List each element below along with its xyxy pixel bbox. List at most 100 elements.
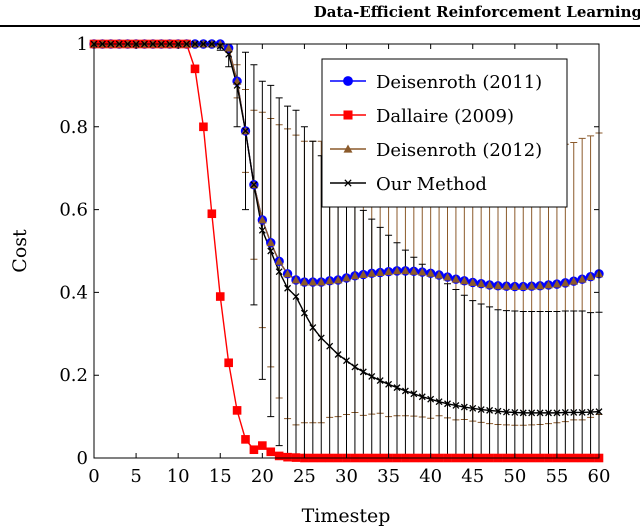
data-point-deisenroth-2012	[350, 271, 360, 280]
data-point-our-method	[359, 368, 367, 376]
y-tick-label: 1	[77, 34, 88, 55]
data-point-our-method	[570, 409, 578, 416]
data-point-deisenroth-2012	[460, 276, 469, 285]
legend: Deisenroth (2011) Dallaire (2009) Deisenro…	[321, 58, 568, 208]
x-tick-label: 10	[167, 466, 190, 487]
data-point-deisenroth-2012	[468, 278, 478, 286]
data-point-dallaire-2009	[207, 209, 217, 219]
data-point-deisenroth-2012	[586, 272, 595, 281]
data-point-our-method	[385, 380, 393, 388]
data-point-dallaire-2009	[190, 64, 200, 74]
data-point-deisenroth-2012	[577, 274, 587, 283]
data-point-our-method	[393, 384, 401, 392]
data-point-deisenroth-2012	[316, 277, 326, 286]
error-bar-our-method	[343, 190, 350, 459]
data-point-deisenroth-2012	[417, 267, 427, 276]
data-point-deisenroth-2012	[325, 276, 334, 285]
data-point-deisenroth-2012	[493, 281, 503, 290]
error-bar-our-method	[376, 226, 384, 459]
error-bar-our-method	[435, 276, 443, 459]
y-tick-label: 0.2	[59, 365, 88, 386]
data-point-our-method	[444, 400, 451, 408]
data-point-dallaire-2009	[215, 292, 225, 301]
data-point-our-method	[553, 409, 561, 417]
error-bar-our-method	[351, 200, 359, 459]
data-point-our-method	[536, 409, 544, 417]
data-point-our-method	[469, 404, 477, 412]
legend-marker-deisenroth-2011	[343, 76, 353, 86]
data-point-deisenroth-2012	[258, 215, 267, 224]
error-bar-our-method	[401, 249, 409, 459]
error-bar-our-method	[444, 283, 451, 459]
x-tick-label: 30	[335, 466, 358, 487]
x-tick-label: 25	[293, 466, 316, 487]
x-axis-label: Timestep	[302, 505, 391, 527]
error-bar-our-method	[452, 289, 460, 459]
x-tick-label: 55	[545, 466, 568, 487]
data-point-our-method	[561, 409, 569, 416]
data-point-our-method	[300, 309, 308, 317]
data-point-our-method	[284, 284, 292, 292]
data-point-deisenroth-2012	[367, 269, 377, 277]
error-bar-our-method	[587, 312, 595, 459]
data-point-our-method	[233, 81, 241, 89]
legend-marker-deisenroth-2012	[343, 144, 353, 153]
data-point-deisenroth-2012	[502, 281, 511, 290]
data-point-our-method	[587, 408, 595, 416]
error-bar-our-method	[300, 126, 308, 459]
data-point-deisenroth-2012	[569, 276, 579, 285]
data-point-deisenroth-2012	[224, 43, 233, 52]
x-tick-label: 45	[461, 466, 484, 487]
data-point-deisenroth-2012	[510, 282, 520, 291]
data-point-dallaire-2009	[232, 406, 242, 415]
data-point-our-method	[317, 334, 325, 342]
y-tick-label: 0.8	[59, 117, 88, 138]
data-point-dallaire-2009	[224, 358, 233, 368]
data-point-deisenroth-2012	[409, 266, 419, 275]
x-tick-label: 50	[503, 466, 526, 487]
x-tick-label: 40	[419, 466, 442, 487]
data-point-dallaire-2009	[249, 445, 259, 455]
y-tick-label: 0.6	[59, 200, 88, 221]
error-bar-our-method	[427, 270, 435, 459]
page-header: Data-Efficient Reinforcement Learning	[0, 0, 640, 28]
error-bar-our-method	[326, 167, 334, 459]
data-point-our-method	[258, 226, 266, 234]
error-bar-our-method	[502, 310, 510, 459]
data-point-deisenroth-2012	[451, 274, 461, 283]
x-tick-label: 0	[88, 466, 99, 487]
data-point-deisenroth-2012	[561, 278, 570, 287]
data-point-dallaire-2009	[199, 122, 208, 132]
page-title: Data-Efficient Reinforcement Learning	[313, 3, 640, 21]
data-point-our-method	[486, 406, 494, 414]
data-point-deisenroth-2012	[535, 281, 545, 290]
data-point-our-method	[502, 408, 510, 416]
data-point-our-method	[427, 395, 435, 403]
data-point-deisenroth-2012	[375, 268, 385, 276]
error-bar-our-method	[511, 310, 519, 459]
legend-marker-dallaire-2009	[343, 110, 353, 120]
y-axis-label: Cost	[9, 229, 31, 273]
data-point-deisenroth-2012	[443, 272, 452, 281]
error-bar-our-method	[519, 310, 527, 459]
x-tick-label: 20	[251, 466, 274, 487]
data-point-deisenroth-2012	[359, 270, 368, 279]
legend-label-dallaire-2009: Dallaire (2009)	[376, 106, 514, 127]
data-point-deisenroth-2012	[426, 269, 435, 277]
x-tick-label: 5	[130, 466, 141, 487]
error-bar-our-method	[469, 300, 477, 459]
axis-ticks: 0 5 10 15 20 25 30 35 40 45 50 55 60 0 0.2 0.4 0.6 0.8 1	[59, 34, 610, 487]
y-tick-label: 0.4	[59, 282, 88, 303]
data-point-deisenroth-2012	[300, 277, 309, 286]
data-point-our-method	[460, 403, 468, 411]
header-rule	[0, 25, 640, 27]
data-point-our-method	[545, 409, 552, 417]
legend-label-deisenroth-2012: Deisenroth (2012)	[376, 140, 542, 161]
data-point-deisenroth-2012	[266, 238, 276, 247]
error-bar-our-method	[553, 310, 561, 459]
data-point-dallaire-2009	[258, 441, 267, 450]
data-point-deisenroth-2012	[552, 279, 562, 288]
data-point-deisenroth-2012	[392, 266, 402, 275]
data-point-our-method	[494, 407, 502, 415]
